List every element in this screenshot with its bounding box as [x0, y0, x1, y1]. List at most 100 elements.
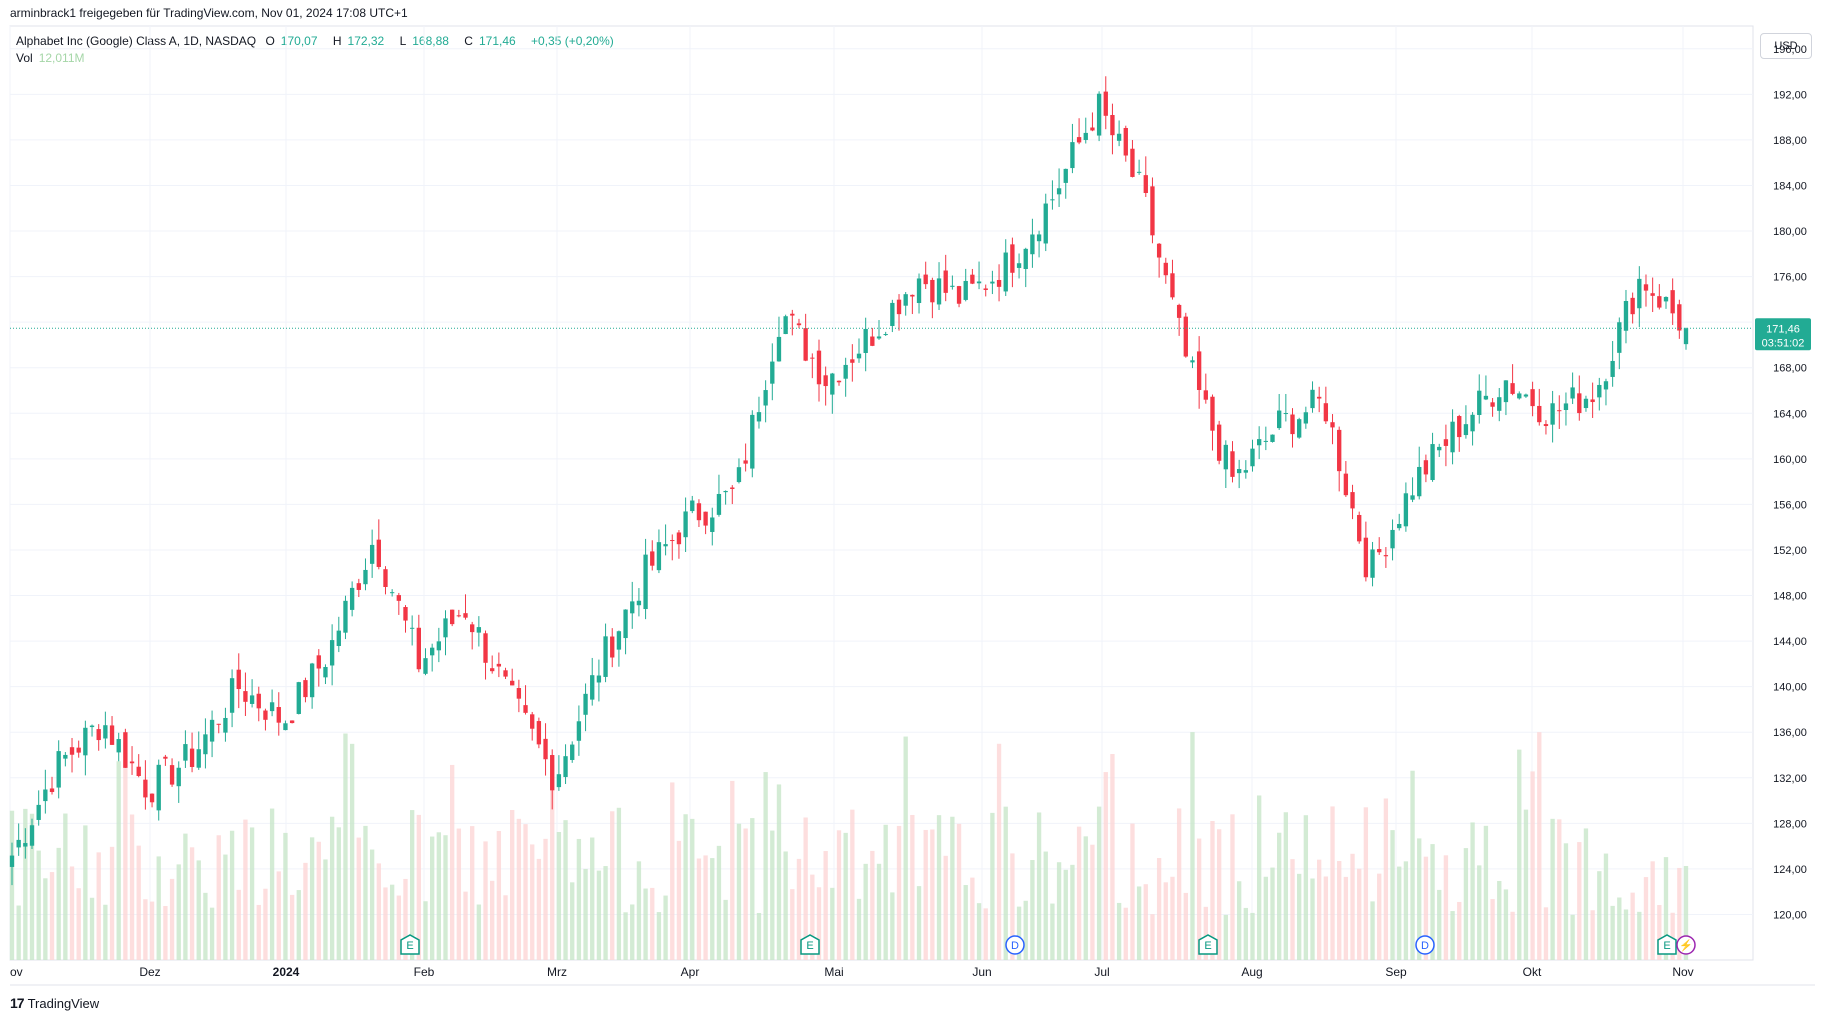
candle-body	[1290, 414, 1295, 435]
candle-body	[403, 607, 408, 621]
candle-body	[36, 804, 41, 820]
split-event-marker-icon[interactable]: ⚡	[1676, 935, 1696, 955]
symbol-name[interactable]: Alphabet Inc (Google) Class A, 1D, NASDA…	[16, 34, 257, 48]
candle-body	[143, 779, 148, 798]
y-tick-label: 140,00	[1773, 682, 1807, 694]
volume-bar	[610, 811, 615, 960]
volume-bar	[956, 823, 962, 960]
volume-label[interactable]: Vol	[16, 51, 33, 65]
footer-brand[interactable]: 17 TradingView	[10, 995, 99, 1011]
volume-bar	[643, 888, 648, 960]
candle-body	[1663, 296, 1669, 302]
currency-button[interactable]: USD	[1760, 33, 1812, 59]
volume-bar	[96, 852, 101, 960]
volume-bar	[1216, 829, 1222, 960]
volume-bar	[1076, 826, 1082, 960]
candle-body	[1503, 380, 1509, 403]
y-tick-label: 164,00	[1773, 408, 1807, 420]
high-value: 172,32	[347, 34, 385, 48]
bar-countdown: 03:51:02	[1762, 337, 1805, 349]
dividend-marker-icon[interactable]: D	[1415, 935, 1435, 955]
volume-bar	[1283, 812, 1289, 960]
candle-body	[576, 721, 582, 741]
volume-bar	[1136, 886, 1142, 960]
volume-bar	[1297, 873, 1302, 960]
volume-bar	[1123, 907, 1128, 960]
volume-bar	[450, 764, 455, 960]
y-tick-label: 192,00	[1773, 89, 1807, 101]
volume-bar	[1583, 828, 1589, 960]
volume-bar	[376, 863, 381, 960]
earnings-marker-icon[interactable]: E	[800, 934, 820, 955]
volume-bar	[1570, 914, 1575, 960]
volume-bar	[616, 807, 622, 960]
candle-body	[823, 375, 828, 387]
candle-body	[1657, 296, 1662, 308]
candle-body	[1570, 387, 1575, 399]
volume-bar	[223, 854, 228, 960]
volume-bar	[1630, 892, 1635, 960]
volume-bar	[856, 898, 862, 960]
candle-body	[216, 723, 221, 725]
candle-body	[1190, 360, 1195, 363]
volume-bar	[810, 874, 815, 960]
volume-bar	[650, 887, 655, 960]
volume-bar	[923, 829, 928, 960]
volume-bar	[1577, 842, 1582, 960]
volume-bar	[263, 888, 268, 960]
volume-bar	[710, 858, 715, 960]
x-tick-label: Aug	[1241, 965, 1262, 979]
candle-body	[1050, 199, 1055, 201]
volume-bar	[770, 830, 775, 960]
volume-bar	[1650, 861, 1655, 960]
volume-bar	[1637, 911, 1642, 960]
y-tick-label: 180,00	[1773, 226, 1807, 238]
y-tick-label: 176,00	[1773, 272, 1807, 284]
candle-body	[1650, 293, 1655, 296]
candle-body	[590, 675, 595, 700]
candle-body	[256, 693, 261, 709]
candle-body	[1477, 390, 1482, 415]
candle-body	[1377, 549, 1382, 553]
volume-bar	[396, 895, 401, 960]
candle-body	[1423, 460, 1429, 475]
candle-body	[1523, 394, 1529, 397]
candle-body	[1470, 414, 1475, 432]
volume-bar	[1537, 732, 1542, 960]
volume-bar	[683, 814, 688, 960]
candle-body	[936, 278, 942, 305]
candle-body	[1430, 444, 1435, 481]
volume-bar	[976, 903, 982, 960]
candle-body	[490, 668, 495, 672]
volume-bar	[309, 837, 315, 960]
volume-bar	[756, 912, 762, 960]
x-tick-label: 2024	[273, 965, 300, 979]
volume-bar	[1517, 749, 1522, 960]
last-price-tag	[1755, 318, 1811, 351]
volume-bar	[189, 847, 195, 960]
volume-bar	[776, 784, 782, 960]
volume-bar	[356, 837, 361, 960]
volume-bar	[163, 906, 168, 960]
volume-bar	[570, 882, 575, 960]
open-label: O	[265, 34, 275, 48]
volume-bar	[1437, 889, 1442, 960]
volume-bar	[1116, 902, 1122, 960]
candle-body	[1056, 188, 1062, 195]
candle-body	[530, 714, 535, 729]
volume-bar	[1410, 770, 1415, 960]
candle-body	[656, 542, 662, 571]
candle-body	[1083, 132, 1088, 140]
earnings-marker-icon[interactable]: E	[1657, 934, 1677, 955]
candle-body	[309, 663, 315, 698]
earnings-marker-icon[interactable]: E	[400, 934, 420, 955]
candle-body	[536, 721, 542, 745]
earnings-marker-icon[interactable]: E	[1198, 934, 1218, 955]
dividend-marker-icon[interactable]: D	[1005, 935, 1025, 955]
candle-body	[223, 717, 228, 733]
candle-body	[876, 336, 882, 339]
candle-body	[683, 511, 688, 538]
candle-body	[1203, 390, 1208, 400]
x-tick-label: Jul	[1094, 965, 1109, 979]
